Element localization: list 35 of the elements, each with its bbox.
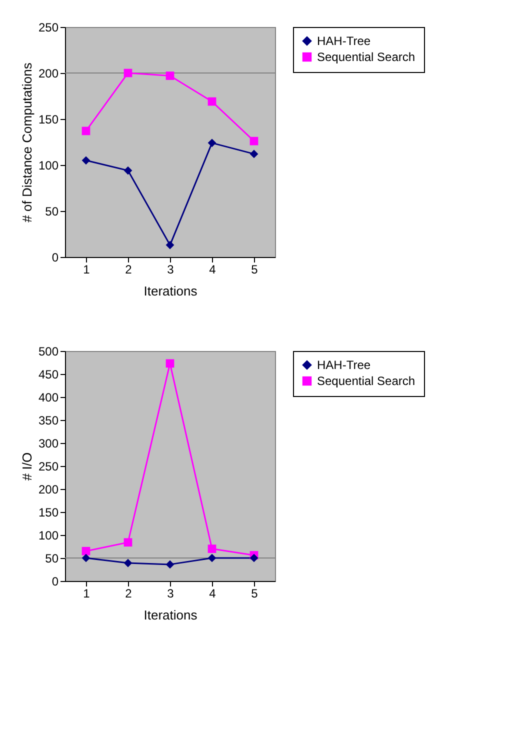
x-tick-label: 5 (251, 262, 258, 276)
y-tick-label: 450 (38, 368, 59, 382)
y-tick-label: 200 (38, 482, 59, 496)
legend-label: Sequential Search (317, 374, 416, 388)
y-tick-label: 50 (45, 552, 59, 566)
y-tick-label: 0 (52, 250, 59, 264)
y-tick-label: 250 (38, 460, 59, 474)
y-tick-label: 300 (38, 436, 59, 450)
x-tick-label: 3 (167, 586, 174, 600)
y-tick-label: 50 (45, 204, 59, 218)
legend-label: Sequential Search (317, 50, 416, 64)
y-tick-label: 100 (38, 528, 59, 542)
x-tick-label: 4 (209, 586, 216, 600)
y-tick-label: 0 (52, 574, 59, 588)
y-axis-title: # I/O (19, 452, 34, 481)
x-tick-label: 2 (125, 262, 132, 276)
legend-label: HAH-Tree (317, 358, 371, 372)
y-tick-label: 150 (38, 112, 59, 126)
y-tick-label: 250 (38, 20, 59, 34)
x-tick-label: 2 (125, 586, 132, 600)
legend-label: HAH-Tree (317, 34, 371, 48)
y-tick-label: 100 (38, 158, 59, 172)
y-tick-label: 150 (38, 506, 59, 520)
y-tick-label: 500 (38, 344, 59, 358)
x-axis-title: Iterations (144, 284, 198, 298)
x-tick-label: 5 (251, 586, 258, 600)
x-tick-label: 3 (167, 262, 174, 276)
x-tick-label: 4 (209, 262, 216, 276)
y-tick-label: 200 (38, 66, 59, 80)
y-tick-label: 400 (38, 390, 59, 404)
x-tick-label: 1 (83, 586, 90, 600)
x-axis-title: Iterations (144, 608, 198, 622)
y-axis-title: # of Distance Computations (19, 62, 34, 222)
y-tick-label: 350 (38, 414, 59, 428)
x-tick-label: 1 (83, 262, 90, 276)
